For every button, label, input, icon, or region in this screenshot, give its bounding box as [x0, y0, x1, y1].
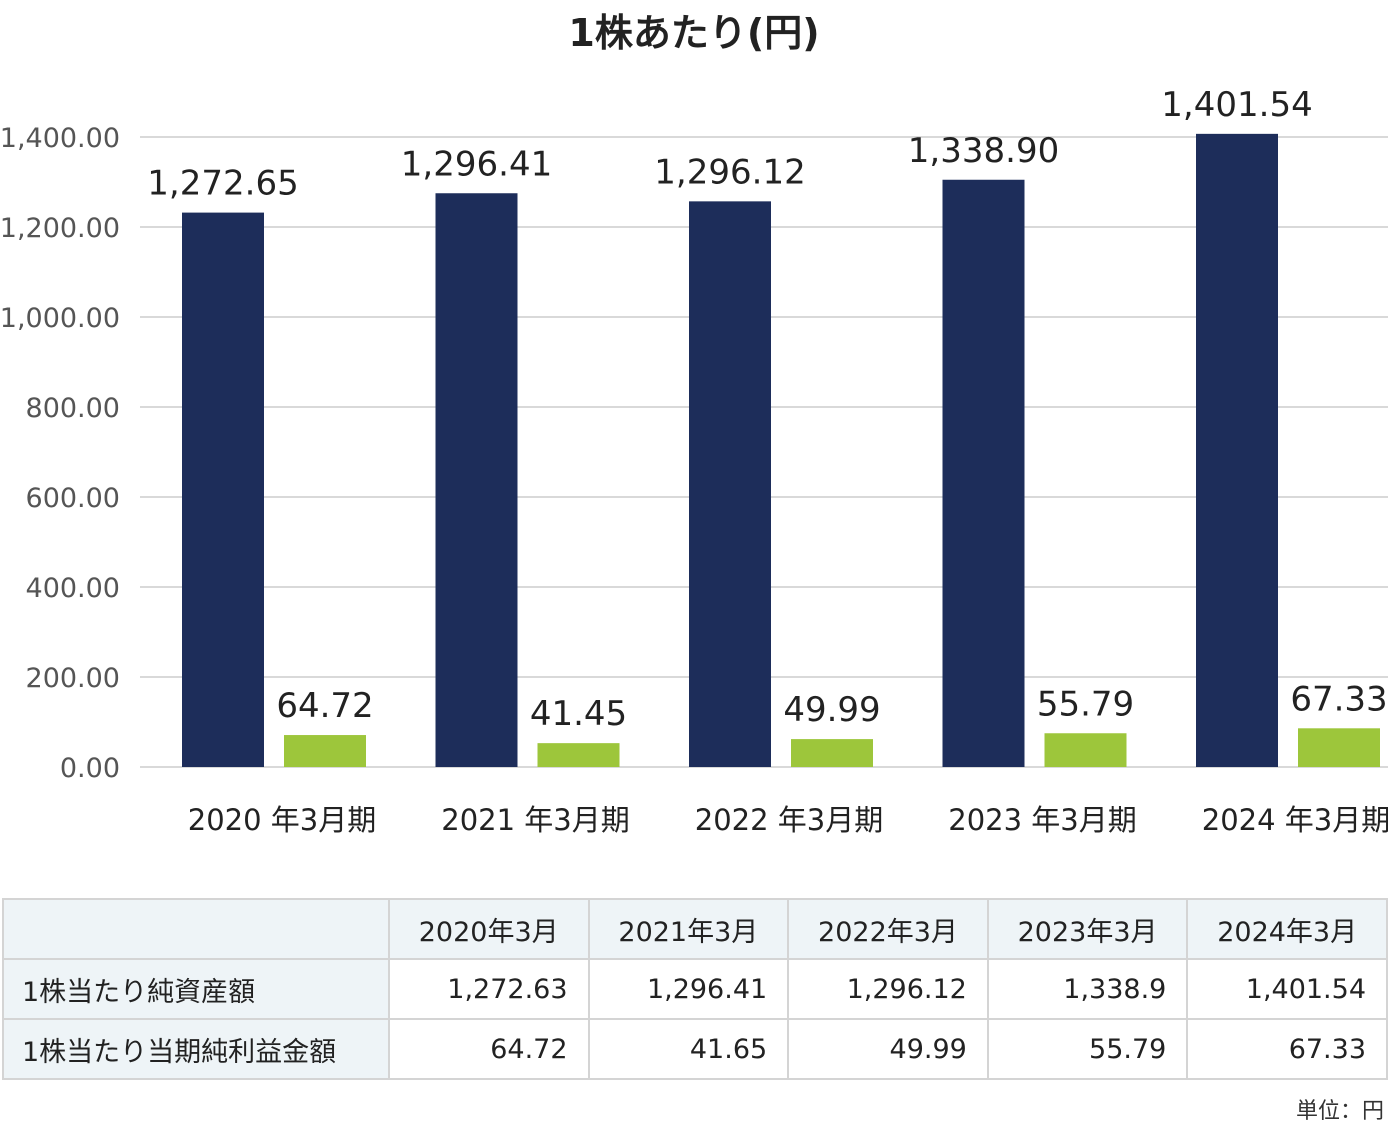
table-cell: 64.72	[387, 1018, 590, 1080]
data-table: 2020年3月 2021年3月 2022年3月 2023年3月 2024年3月 …	[2, 898, 1388, 1080]
bars	[182, 133, 1380, 768]
table-cell: 41.65	[587, 1018, 790, 1080]
bar-data-label: 55.79	[1037, 684, 1134, 724]
bar-data-label: 1,296.41	[401, 144, 552, 184]
x-tick-label: 2020 年3月期	[188, 803, 376, 837]
bar-data-label: 1,296.12	[654, 152, 805, 192]
x-tick-label: 2021 年3月期	[441, 803, 629, 837]
y-tick-label: 200.00	[26, 663, 120, 694]
table-header-cell: 2022年3月	[787, 898, 989, 960]
bar	[1298, 728, 1380, 767]
bar-data-labels: 1,272.65 64.72 1,296.41 41.45 1,296.12 49.99 1…	[147, 85, 1387, 734]
bar	[689, 201, 771, 768]
table-corner-cell	[2, 898, 390, 960]
bar	[435, 193, 518, 767]
table-cell: 1,401.54	[1186, 958, 1388, 1020]
bar	[791, 739, 873, 767]
bar	[537, 743, 620, 767]
x-axis-ticks: 2020 年3月期 2021 年3月期 2022 年3月期 2023 年3月期 2024…	[188, 803, 1388, 837]
bar-data-label: 49.99	[783, 690, 880, 730]
table-cell: 67.33	[1186, 1018, 1388, 1080]
table-header-cell: 2023年3月	[986, 898, 1189, 960]
bar-data-label: 64.72	[276, 686, 373, 726]
bar-chart: 0.00 200.00 400.00 600.00 800.00 1,000.00 1,20…	[0, 85, 1388, 837]
y-tick-label: 1,200.00	[0, 213, 120, 244]
table-header-cell: 2020年3月	[387, 898, 590, 960]
y-tick-label: 0.00	[60, 753, 120, 784]
bar-data-label: 1,272.65	[147, 164, 298, 204]
y-tick-label: 600.00	[26, 483, 120, 514]
table-cell: 1,338.9	[986, 958, 1189, 1020]
table-cell: 1,296.12	[787, 958, 989, 1020]
y-tick-label: 1,400.00	[0, 123, 120, 154]
bar-data-label: 41.45	[530, 694, 627, 734]
bar-data-label: 1,338.90	[908, 131, 1059, 171]
table-cell: 1,272.63	[387, 958, 590, 1020]
table-header-cell: 2021年3月	[587, 898, 790, 960]
x-tick-label: 2022 年3月期	[695, 803, 883, 837]
bar	[942, 179, 1025, 767]
table-row: 1株当たり純資産額 1,272.63 1,296.41 1,296.12 1,3…	[2, 958, 1388, 1020]
bar	[1196, 133, 1278, 768]
table-row-label: 1株当たり当期純利益金額	[2, 1018, 390, 1080]
y-tick-label: 1,000.00	[0, 303, 120, 334]
table-cell: 49.99	[787, 1018, 989, 1080]
y-tick-label: 400.00	[26, 573, 120, 604]
x-tick-label: 2023 年3月期	[948, 803, 1136, 837]
bar-data-label: 67.33	[1290, 679, 1387, 719]
table-cell: 55.79	[986, 1018, 1189, 1080]
table-row: 1株当たり当期純利益金額 64.72 41.65 49.99 55.79 67.…	[2, 1018, 1388, 1080]
unit-note: 単位：円	[1295, 1099, 1384, 1124]
y-tick-label: 800.00	[26, 393, 120, 424]
bar	[284, 735, 366, 767]
bar	[1044, 733, 1127, 767]
table-header-cell: 2024年3月	[1186, 898, 1388, 960]
x-tick-label: 2024 年3月期	[1202, 803, 1388, 837]
bar-data-label: 1,401.54	[1161, 85, 1312, 125]
chart-title: 1株あたり(円)	[568, 11, 820, 55]
table-header-row: 2020年3月 2021年3月 2022年3月 2023年3月 2024年3月	[2, 898, 1388, 960]
table-cell: 1,296.41	[587, 958, 790, 1020]
bar	[182, 212, 264, 768]
table-row-label: 1株当たり純資産額	[2, 958, 390, 1020]
y-axis-ticks: 0.00 200.00 400.00 600.00 800.00 1,000.00 1,20…	[0, 123, 120, 784]
